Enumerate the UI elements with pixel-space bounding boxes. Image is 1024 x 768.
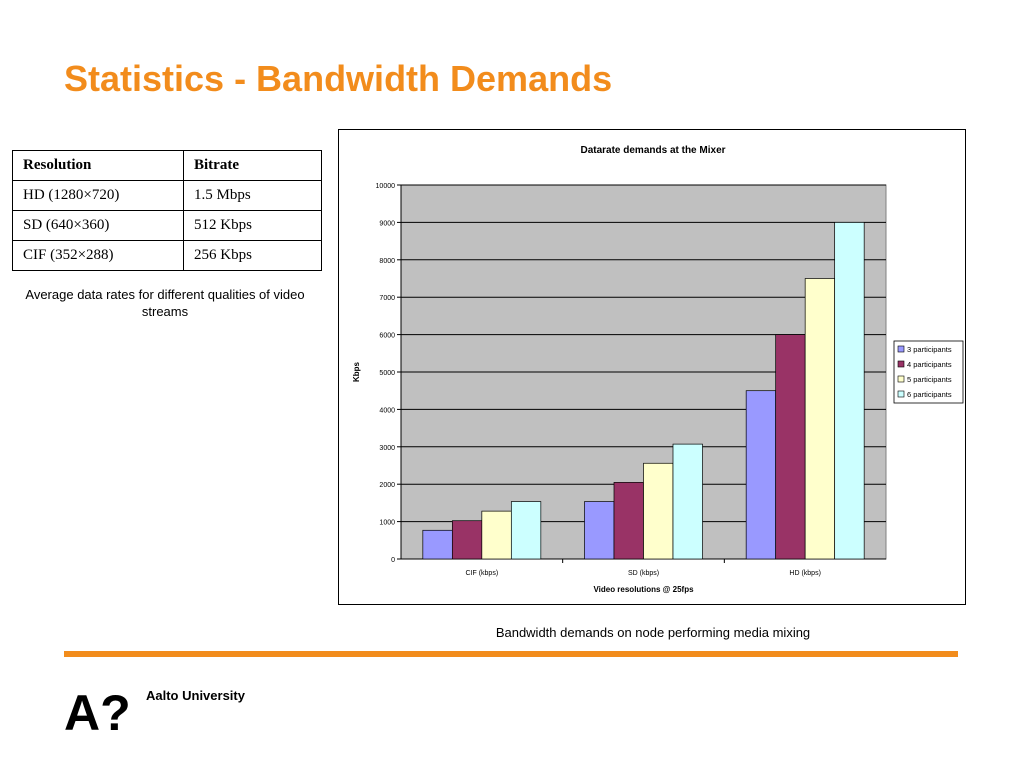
table-row: SD (640×360) 512 Kbps	[12, 210, 322, 241]
logo-mark: A?	[64, 688, 131, 734]
x-tick-label: CIF (kbps)	[465, 570, 498, 577]
bar	[643, 462, 674, 560]
legend-swatch	[897, 345, 905, 353]
logo-text: Aalto University	[146, 688, 245, 703]
legend-label: 6 participants	[907, 390, 952, 399]
y-tick-label: 7000	[379, 295, 395, 302]
legend-label: 4 participants	[907, 360, 952, 369]
x-tick-label: SD (kbps)	[628, 570, 659, 577]
bar	[745, 390, 777, 560]
x-axis-label: Video resolutions @ 25fps	[593, 585, 694, 594]
bar	[584, 501, 615, 560]
bar	[451, 520, 483, 560]
table-cell-resolution: HD (1280×720)	[12, 180, 184, 211]
y-tick-label: 3000	[379, 445, 395, 452]
chart-frame: Datarate demands at the Mixer 0 1000 2000 30…	[338, 129, 966, 605]
legend-label: 3 participants	[907, 345, 952, 354]
footer-divider	[64, 651, 958, 657]
table-cell-resolution: SD (640×360)	[12, 210, 184, 241]
table-header-bitrate: Bitrate	[183, 150, 322, 181]
y-axis-label: Kbps	[352, 361, 361, 382]
table-cell-bitrate: 512 Kbps	[183, 210, 322, 241]
y-tick-label: 6000	[379, 333, 395, 340]
bar	[672, 443, 703, 560]
table-header-row: Resolution Bitrate	[12, 150, 322, 181]
aalto-logo: A?	[64, 688, 131, 734]
table-row: CIF (352×288) 256 Kbps	[12, 240, 322, 271]
bar	[775, 334, 806, 560]
bar	[481, 510, 512, 560]
y-tick-label: 9000	[379, 220, 395, 227]
legend-label: 5 participants	[907, 375, 952, 384]
bar	[834, 222, 865, 560]
y-tick-label: 1000	[379, 520, 395, 527]
chart-caption: Bandwidth demands on node performing med…	[495, 625, 811, 640]
bar	[510, 501, 542, 560]
bar-chart: Datarate demands at the Mixer 0 1000 2000 30…	[352, 145, 964, 594]
bar	[804, 278, 836, 560]
legend-swatch	[897, 390, 905, 398]
x-tick-label: HD (kbps)	[789, 570, 821, 577]
bitrate-table: Resolution Bitrate HD (1280×720) 1.5 Mbp…	[12, 150, 322, 271]
table-caption: Average data rates for different qualiti…	[25, 287, 305, 319]
table-cell-bitrate: 1.5 Mbps	[183, 180, 322, 211]
slide-title: Statistics - Bandwidth Demands	[64, 58, 613, 99]
legend-box	[893, 340, 964, 404]
y-tick-label: 0	[391, 557, 395, 564]
table-cell-resolution: CIF (352×288)	[12, 240, 184, 271]
bar	[613, 482, 644, 560]
table-row: HD (1280×720) 1.5 Mbps	[12, 180, 322, 211]
y-tick-label: 8000	[379, 258, 395, 265]
table-cell-bitrate: 256 Kbps	[183, 240, 322, 271]
legend-swatch	[897, 360, 905, 368]
y-tick-label: 5000	[379, 370, 395, 377]
y-tick-label: 4000	[379, 407, 395, 414]
chart-title: Datarate demands at the Mixer	[580, 145, 725, 156]
y-tick-label: 2000	[379, 482, 395, 489]
table-header-resolution: Resolution	[12, 150, 184, 181]
legend-swatch	[897, 375, 905, 383]
y-tick-label: 10000	[376, 183, 396, 190]
bar	[422, 529, 453, 560]
